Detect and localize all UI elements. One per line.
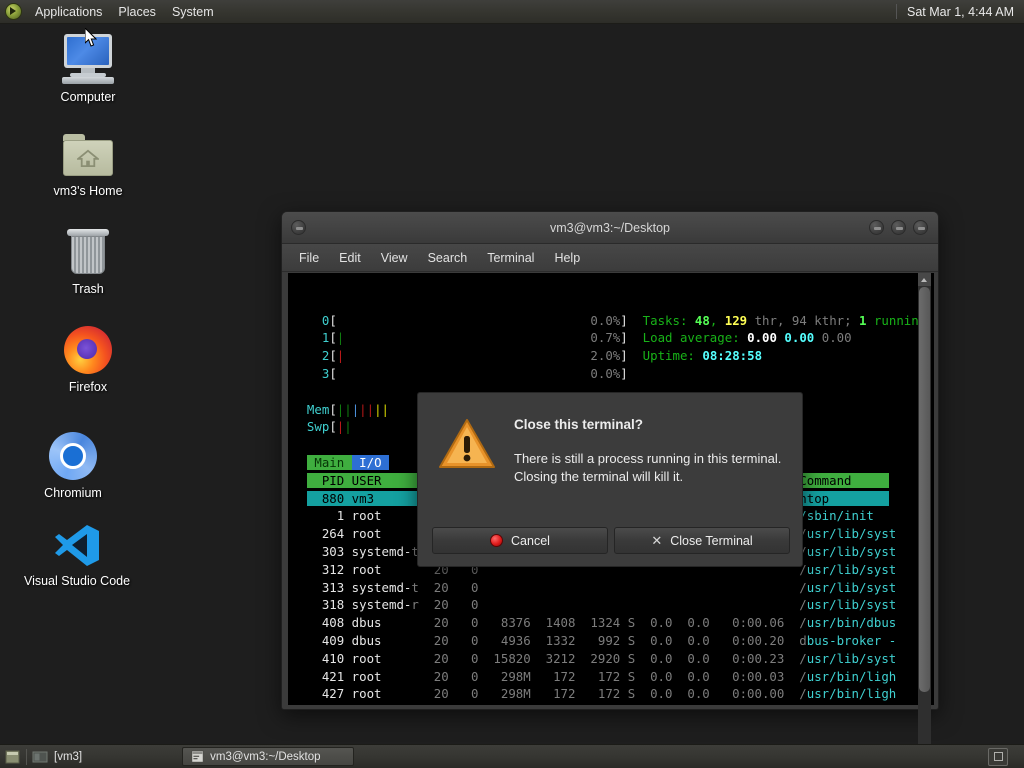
terminal-menubar: File Edit View Search Terminal Help	[282, 244, 938, 272]
warning-triangle-icon	[439, 419, 495, 468]
firefox-icon	[28, 322, 148, 374]
trash-icon	[28, 224, 148, 276]
desktop-icon-label: Chromium	[44, 486, 102, 500]
desktop-icon-home[interactable]: vm3's Home	[28, 126, 148, 198]
scroll-up-icon[interactable]	[918, 273, 931, 286]
dialog-body: There is still a process running in this…	[514, 450, 781, 486]
desktop-icon-label: Trash	[72, 282, 104, 296]
desktop-icon-label: Firefox	[68, 380, 108, 394]
maximize-icon[interactable]	[891, 220, 906, 235]
menu-edit[interactable]: Edit	[339, 250, 361, 265]
dialog-body-line1: There is still a process running in this…	[514, 451, 782, 466]
close-terminal-button[interactable]: ✕ Close Terminal	[614, 527, 790, 554]
home-folder-icon	[28, 126, 148, 178]
desktop-icon-chromium[interactable]: Chromium	[13, 428, 133, 500]
menu-terminal[interactable]: Terminal	[487, 250, 535, 265]
taskbar-window-label: vm3@vm3:~/Desktop	[210, 750, 321, 763]
clock-area[interactable]: Sat Mar 1, 4:44 AM	[896, 0, 1024, 23]
desktop-icon-label: Computer	[60, 90, 116, 104]
terminal-screen[interactable]: 0[ 0.0%] Tasks: 48, 129 thr, 94 kthr; 1 …	[288, 273, 934, 705]
close-x-icon: ✕	[651, 532, 663, 548]
panel-divider	[26, 748, 27, 765]
titlebar-right-buttons	[869, 220, 928, 235]
vscode-icon	[15, 516, 139, 568]
cancel-icon	[490, 534, 504, 547]
taskbar-window-button[interactable]: vm3@vm3:~/Desktop	[182, 747, 355, 766]
show-desktop-icon[interactable]	[988, 747, 1008, 766]
menu-view[interactable]: View	[380, 250, 408, 265]
panel-divider	[896, 4, 897, 19]
minimize-icon[interactable]	[869, 220, 884, 235]
desktop-icon-firefox[interactable]: Firefox	[28, 322, 148, 394]
close-terminal-button-label: Close Terminal	[670, 533, 753, 548]
close-icon[interactable]	[913, 220, 928, 235]
clock-label: Sat Mar 1, 4:44 AM	[907, 4, 1014, 19]
cancel-button-label: Cancel	[511, 533, 550, 548]
desktop-icon-label: Visual Studio Code	[23, 574, 131, 588]
menu-help[interactable]: Help	[554, 250, 581, 265]
dialog-body-line2: Closing the terminal will kill it.	[514, 469, 684, 484]
close-terminal-dialog: Close this terminal? There is still a pr…	[417, 392, 803, 567]
mouse-cursor	[85, 28, 97, 47]
menu-file[interactable]: File	[299, 250, 320, 265]
dialog-text-block: Close this terminal? There is still a pr…	[514, 417, 781, 486]
workspace-icon[interactable]	[32, 749, 48, 765]
top-panel: Applications Places System Sat Mar 1, 4:…	[0, 0, 1024, 24]
window-list-icon[interactable]	[5, 749, 21, 765]
terminal-title: vm3@vm3:~/Desktop	[549, 220, 671, 235]
dialog-heading: Close this terminal?	[514, 417, 644, 432]
cancel-button[interactable]: Cancel	[432, 527, 608, 554]
workspace-label: [vm3]	[54, 750, 83, 763]
menu-system[interactable]: System	[171, 4, 214, 19]
menu-search[interactable]: Search	[427, 250, 468, 265]
dialog-content: Close this terminal? There is still a pr…	[418, 393, 802, 486]
gnome-foot-icon[interactable]	[5, 3, 22, 20]
dialog-buttons: Cancel ✕ Close Terminal	[432, 527, 790, 554]
terminal-window-icon	[191, 750, 204, 763]
chromium-icon	[13, 428, 133, 480]
titlebar-left-buttons	[291, 220, 306, 235]
menu-places[interactable]: Places	[118, 4, 156, 19]
desktop-icon-trash[interactable]: Trash	[28, 224, 148, 296]
window-menu-icon[interactable]	[291, 220, 306, 235]
scrollbar-thumb[interactable]	[919, 287, 930, 692]
terminal-titlebar[interactable]: vm3@vm3:~/Desktop	[282, 212, 938, 244]
terminal-scrollbar[interactable]	[918, 273, 931, 768]
desktop-icon-vscode[interactable]: Visual Studio Code	[15, 516, 139, 588]
bottom-panel: [vm3] vm3@vm3:~/Desktop	[0, 744, 1024, 768]
desktop-icon-label: vm3's Home	[53, 184, 123, 198]
menu-applications[interactable]: Applications	[35, 4, 103, 19]
